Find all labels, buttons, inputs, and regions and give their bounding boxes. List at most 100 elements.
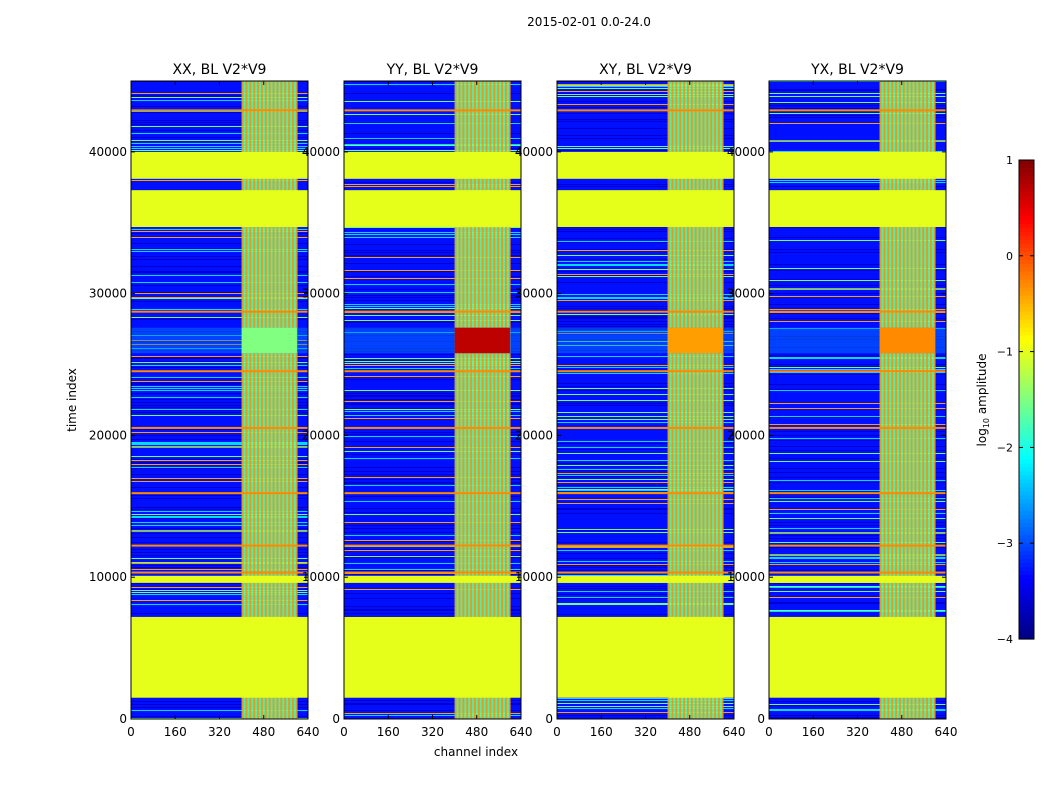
time-stripe [557,614,734,615]
flagged-time-range [131,575,308,583]
channel-stripe [272,81,275,719]
time-stripe [769,710,946,711]
time-stripe [557,148,734,149]
time-stripe [769,501,946,502]
channel-stripe [706,81,709,719]
time-stripe [344,255,521,256]
rfi-line [344,370,521,373]
time-stripe [769,285,946,286]
figure-title: 2015-02-01 0.0-24.0 [527,15,651,29]
time-stripe [344,237,521,238]
colorbar-swatch [1019,483,1034,488]
time-stripe [131,390,308,391]
rfi-line [131,492,308,495]
colorbar-swatch [1019,391,1034,397]
time-stripe [131,367,308,368]
time-stripe [131,522,308,523]
time-stripe [769,364,946,365]
time-stripe [769,562,946,563]
colorbar-swatch [1019,495,1034,500]
time-stripe [131,594,308,595]
rfi-hotspot [241,327,297,354]
y-tick-label: 10000 [302,570,340,584]
time-stripe [131,275,308,276]
rfi-line [769,492,946,495]
time-stripe [769,603,946,604]
time-stripe [344,308,521,309]
time-stripe [344,133,521,134]
time-stripe [557,470,734,471]
time-stripe [131,309,308,310]
time-stripe [131,533,308,534]
time-stripe [769,440,946,441]
rfi-line [344,571,521,574]
time-stripe [557,298,734,299]
time-stripe [131,542,308,543]
time-stripe [557,261,734,262]
colorbar-swatch [1019,219,1034,225]
time-stripe [769,180,946,181]
time-stripe [344,393,521,394]
time-stripe [131,180,308,181]
y-tick-label: 20000 [515,428,553,442]
time-stripe [344,399,521,400]
flagged-time-range [344,190,521,228]
colorbar-swatch [1019,287,1034,293]
time-stripe [131,229,308,230]
x-tick-label: 480 [890,725,913,739]
time-stripe [769,446,946,447]
colorbar-swatch [1019,427,1034,433]
panel-title: XX, BL V2*V9 [173,62,267,78]
time-stripe [557,365,734,366]
colorbar-swatch [1019,507,1034,512]
colorbar-swatch [1019,307,1034,313]
time-stripe [131,318,308,319]
time-stripe [344,270,521,271]
colorbar-swatch [1019,611,1034,616]
channel-stripe [926,81,929,719]
time-stripe [131,592,308,593]
time-stripe [344,93,521,94]
time-stripe [557,324,734,325]
time-stripe [344,474,521,475]
time-stripe [769,509,946,510]
colorbar-swatch [1019,279,1034,285]
time-stripe [557,449,734,450]
time-stripe [557,561,734,562]
time-stripe [131,518,308,519]
time-stripe [344,471,521,472]
time-stripe [131,133,308,134]
time-stripe [344,263,521,264]
time-stripe [557,597,734,598]
colorbar-swatch [1019,487,1034,492]
time-stripe [557,326,734,327]
time-stripe [344,250,521,251]
x-tick-label: 0 [340,725,348,739]
time-stripe [557,485,734,486]
colorbar-swatch [1019,339,1034,345]
time-stripe [769,453,946,454]
channel-stripe [667,81,670,719]
time-stripe [344,404,521,405]
time-stripe [344,557,521,558]
time-stripe [557,241,734,242]
time-stripe [131,562,308,563]
time-stripe [769,438,946,439]
time-stripe [769,450,946,451]
time-stripe [769,542,946,543]
time-stripe [131,150,308,151]
time-stripe [131,498,308,499]
time-stripe [769,535,946,536]
colorbar-swatch [1019,627,1034,632]
time-stripe [769,293,946,294]
time-stripe [131,100,308,101]
y-tick-label: 40000 [727,145,765,159]
colorbar-swatch [1019,447,1034,452]
time-stripe [557,318,734,319]
time-stripe [131,377,308,378]
time-stripe [344,556,521,557]
colorbar-swatch [1019,623,1034,628]
time-stripe [557,229,734,230]
colorbar-swatch [1019,351,1034,357]
time-stripe [131,517,308,518]
